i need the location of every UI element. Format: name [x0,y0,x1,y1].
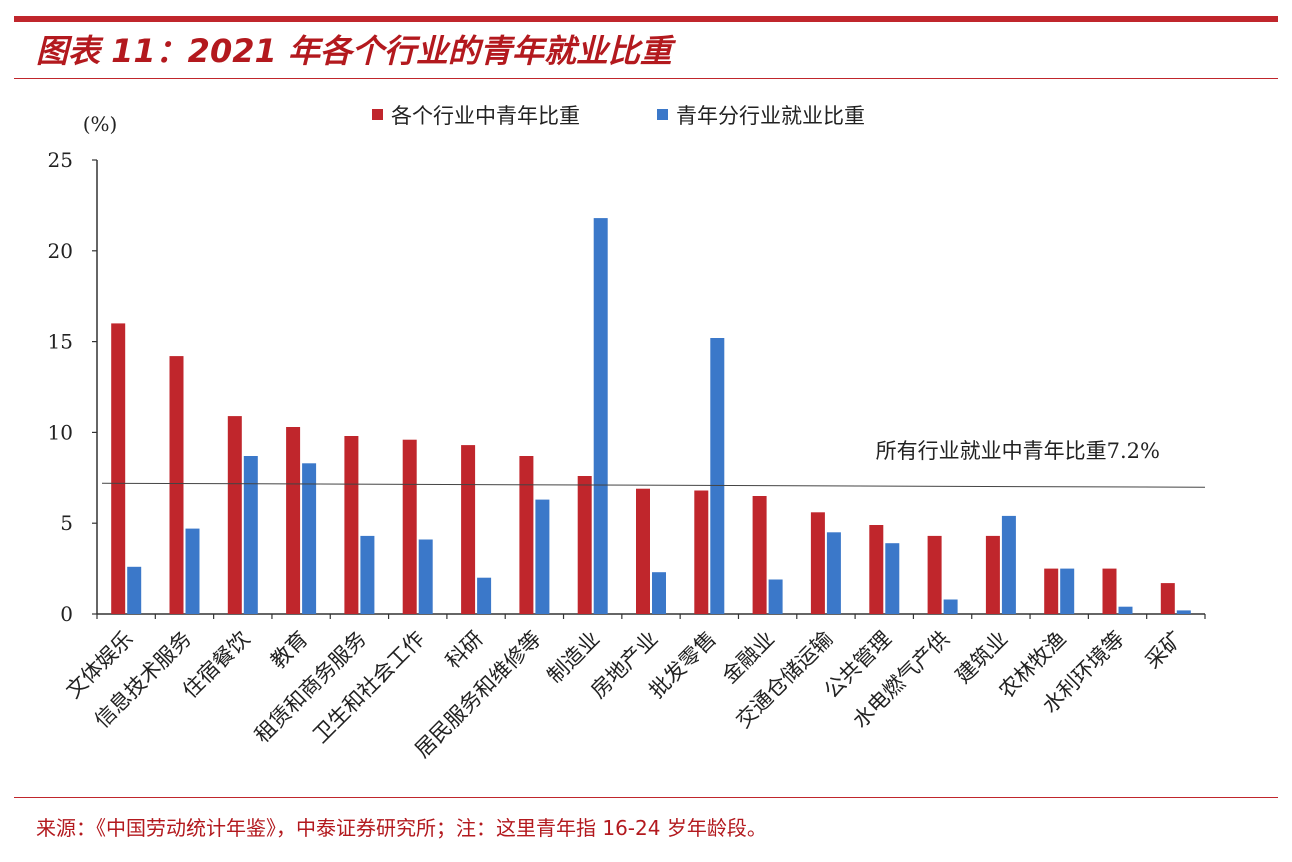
bar-youth-employment-by-industry [943,599,958,614]
legend-label: 各个行业中青年比重 [391,104,580,128]
bar-youth-share-in-industry [1044,568,1059,614]
bar-youth-employment-by-industry [710,338,725,614]
bar-youth-employment-by-industry [1001,515,1016,614]
bar-chart: 0 5 10 15 20 25 所有行业就业中青年比重7.2% 各个行业中青年比重 青年分行… [48,104,1206,763]
bar-youth-employment-by-industry [302,463,317,614]
bar-youth-employment-by-industry [1176,610,1191,614]
bar-youth-share-in-industry [519,456,534,614]
bar-youth-share-in-industry [286,427,301,614]
bars [111,218,1191,614]
bar-youth-share-in-industry [461,445,476,614]
legend-swatch [372,109,383,120]
bar-youth-share-in-industry [227,416,242,614]
bar-youth-employment-by-industry [652,572,666,614]
bar-youth-share-in-industry [927,535,942,614]
bar-youth-share-in-industry [1102,568,1117,614]
reference-line [101,482,1206,488]
bar-youth-employment-by-industry [826,532,841,614]
y-tick-label: 25 [48,148,73,172]
source-rule [14,797,1278,798]
bar-youth-employment-by-industry [1118,606,1133,614]
bar-youth-employment-by-industry [1060,568,1075,614]
top-rule [14,16,1278,22]
legend-swatch [657,109,668,120]
x-tick-label: 采矿 [1141,627,1188,674]
bar-youth-share-in-industry [577,476,592,614]
bar-youth-employment-by-industry [535,499,550,614]
y-tick-label: 0 [60,602,73,626]
bar-youth-share-in-industry [344,436,359,614]
reference-line-label: 所有行业就业中青年比重7.2% [876,439,1160,463]
title-rule [14,78,1278,79]
bar-youth-share-in-industry [869,525,884,614]
y-tick-label: 15 [48,330,73,354]
bar-youth-share-in-industry [752,496,767,614]
x-tick-label: 科研 [441,627,488,674]
bar-youth-employment-by-industry [768,579,783,614]
bar-youth-employment-by-industry [127,566,142,614]
bar-youth-share-in-industry [636,488,650,614]
bar-youth-share-in-industry [111,323,126,614]
x-tick-label: 教育 [266,627,313,674]
y-tick-label: 20 [48,239,73,263]
bar-youth-employment-by-industry [418,539,433,614]
y-tick-label: 10 [48,420,73,444]
axes: 0 5 10 15 20 25 [48,148,1206,626]
bar-youth-employment-by-industry [185,528,200,614]
bar-youth-share-in-industry [1160,583,1175,614]
bar-youth-share-in-industry [810,512,825,614]
y-tick-label: 5 [60,511,73,535]
y-axis-label: (%) [83,112,118,136]
bar-youth-employment-by-industry [477,577,492,614]
legend-label: 青年分行业就业比重 [676,104,865,128]
source-note: 来源：《中国劳动统计年鉴》，中泰证券研究所；注：这里青年指 16-24 岁年龄段… [36,816,767,840]
reference-line-group: 所有行业就业中青年比重7.2% [101,439,1206,488]
bar-youth-employment-by-industry [593,218,608,614]
bar-youth-share-in-industry [694,490,709,614]
bar-youth-employment-by-industry [885,543,900,614]
bar-youth-employment-by-industry [243,456,258,614]
bar-youth-share-in-industry [169,356,184,614]
bar-youth-employment-by-industry [360,535,375,614]
legend: 各个行业中青年比重 青年分行业就业比重 [372,104,865,128]
bar-youth-share-in-industry [985,535,1000,614]
figure-title: 图表 11：2021 年各个行业的青年就业比重 [36,32,672,70]
bar-youth-share-in-industry [402,439,417,614]
